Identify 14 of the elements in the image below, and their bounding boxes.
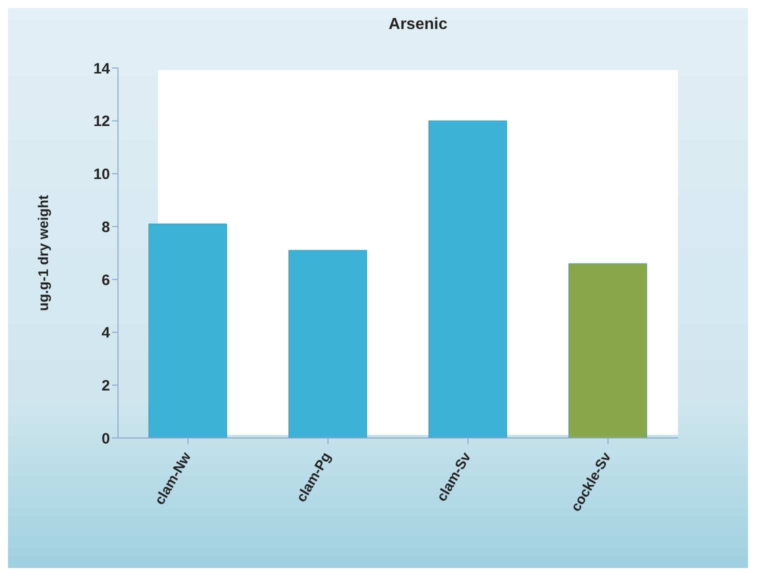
y-axis-title: ug.g-1 dry weight xyxy=(34,194,51,311)
bar xyxy=(568,263,648,438)
bar xyxy=(428,120,508,438)
y-tick-label: 14 xyxy=(93,60,111,78)
chart-title: Arsenic xyxy=(388,16,448,34)
y-tick-label: 4 xyxy=(102,324,111,342)
bar xyxy=(148,224,228,438)
y-tick-label: 10 xyxy=(93,166,110,184)
bar xyxy=(288,250,368,438)
y-tick-label: 2 xyxy=(102,377,110,394)
y-tick-label: 12 xyxy=(93,113,110,130)
y-tick-label: 6 xyxy=(102,272,110,289)
y-tick-label: 8 xyxy=(102,218,110,236)
y-tick-label: 0 xyxy=(102,430,110,448)
